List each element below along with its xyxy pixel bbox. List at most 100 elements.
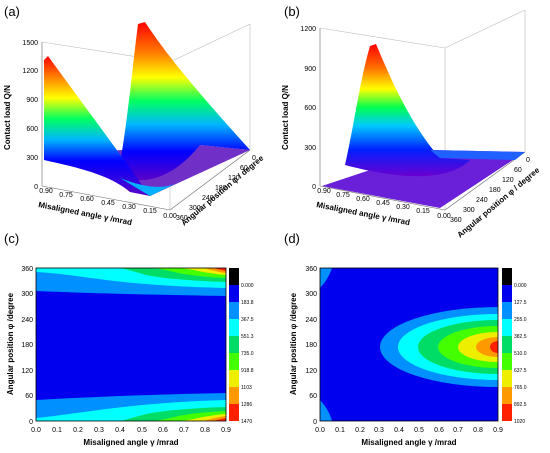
colorbar-tick: 1020 bbox=[514, 419, 525, 425]
colorbar-tick: 127.5 bbox=[514, 300, 527, 306]
panel-c-y-tick: 360 bbox=[21, 266, 33, 273]
panel-b-z-tick: 0 bbox=[312, 184, 316, 191]
panel-a-z-ticks: 0 300 600 900 1200 1500 bbox=[22, 40, 38, 191]
panel-b-surface bbox=[322, 44, 525, 208]
panel-c-y-tick: 300 bbox=[21, 291, 33, 298]
colorbar-swatch bbox=[229, 404, 239, 421]
colorbar-tick: 382.5 bbox=[514, 334, 527, 340]
panel-b-z-label: Contact load Q/N bbox=[281, 85, 290, 150]
colorbar-tick: 918.8 bbox=[241, 368, 254, 374]
colorbar-tick: 0.000 bbox=[241, 283, 254, 289]
colorbar-tick: 1470 bbox=[241, 419, 252, 425]
panel-d-x-tick: 0.3 bbox=[374, 427, 384, 434]
panel-d-plot-area bbox=[320, 268, 498, 421]
panel-b-z-tick: 300 bbox=[304, 145, 316, 152]
panel-a-x-tick: 0.75 bbox=[59, 192, 73, 199]
panel-a-x-tick: 0.15 bbox=[143, 208, 157, 215]
panel-b: (b) 0 300 600 900 1200 Contact load Q/N … bbox=[281, 4, 542, 240]
panel-c: (c) 0 60 120 180 240 300 bbox=[4, 231, 254, 447]
panel-d-label: (d) bbox=[284, 231, 300, 246]
panel-d-y-tick: 0 bbox=[313, 419, 317, 426]
panel-c-frame bbox=[35, 267, 227, 422]
panel-b-y-tick: 0 bbox=[526, 157, 530, 164]
colorbar-tick: 183.8 bbox=[241, 300, 254, 306]
panel-d-x-tick: 0.4 bbox=[394, 427, 404, 434]
panel-c-x-ticks: 0.0 0.1 0.2 0.3 0.4 0.5 0.6 0.7 0.8 0.9 bbox=[31, 427, 231, 434]
panel-d-contour-6 bbox=[476, 337, 498, 357]
panel-a-x-tick: 0.45 bbox=[101, 200, 115, 207]
colorbar-swatch bbox=[502, 404, 512, 421]
panel-b-y-tick: 240 bbox=[476, 197, 488, 204]
colorbar-swatch bbox=[502, 353, 512, 370]
panel-b-x-tick: 0.00 bbox=[437, 213, 451, 220]
panel-a-z-tick: 1500 bbox=[22, 40, 38, 47]
colorbar-swatch bbox=[229, 302, 239, 319]
panel-d-x-ticks: 0.0 0.1 0.2 0.3 0.4 0.5 0.6 0.7 0.8 0.9 bbox=[315, 427, 503, 434]
panel-c-x-tick: 0.1 bbox=[52, 427, 62, 434]
panel-b-y-tick: 120 bbox=[502, 177, 514, 184]
colorbar-swatch bbox=[502, 319, 512, 336]
panel-c-x-tick: 0.3 bbox=[94, 427, 104, 434]
panel-b-y-tick: 300 bbox=[463, 207, 475, 214]
panel-d: (d) 0 60 120 180 240 300 360 Angular pos… bbox=[284, 231, 527, 447]
panel-c-x-tick: 0.6 bbox=[158, 427, 168, 434]
panel-b-z-tick: 600 bbox=[304, 105, 316, 112]
panel-d-x-tick: 0.1 bbox=[335, 427, 345, 434]
panel-c-bottom-contour-7 bbox=[214, 418, 226, 421]
panel-a: (a) 0 300 600 900 1200 1500 Contact lo bbox=[3, 4, 266, 228]
colorbar-swatch bbox=[229, 336, 239, 353]
panel-d-x-tick: 0.5 bbox=[414, 427, 424, 434]
colorbar-swatch bbox=[229, 268, 239, 285]
panel-a-x-tick: 0.60 bbox=[80, 196, 94, 203]
panel-b-x-tick: 0.45 bbox=[376, 200, 390, 207]
panel-d-colorbar: 0.000 127.5 255.0 382.5 510.0 637.5 765.… bbox=[502, 268, 527, 425]
panel-c-x-tick: 0.7 bbox=[179, 427, 189, 434]
panel-c-y-label: Angular position φ /degree bbox=[6, 292, 15, 395]
panel-a-x-tick: 0.90 bbox=[39, 188, 53, 195]
panel-a-z-tick: 1200 bbox=[22, 68, 38, 75]
panel-d-corner-tl bbox=[320, 268, 332, 288]
panel-a-y-ticks: 360 300 240 180 120 60 0 bbox=[176, 155, 256, 222]
colorbar-swatch bbox=[502, 370, 512, 387]
colorbar-swatch bbox=[502, 285, 512, 302]
panel-a-z-tick: 0 bbox=[34, 184, 38, 191]
colorbar-swatch bbox=[502, 302, 512, 319]
panel-d-y-tick: 300 bbox=[305, 291, 317, 298]
panel-d-x-tick: 0.6 bbox=[434, 427, 444, 434]
panel-b-x-tick: 0.60 bbox=[356, 196, 370, 203]
panel-c-y-tick: 120 bbox=[21, 368, 33, 375]
panel-a-valley bbox=[120, 178, 175, 196]
colorbar-tick: 735.0 bbox=[241, 351, 254, 357]
colorbar-swatch bbox=[229, 285, 239, 302]
panel-a-z-label: Contact load Q/N bbox=[3, 85, 12, 150]
panel-a-z-tick: 300 bbox=[26, 155, 38, 162]
panel-a-y-tick: 120 bbox=[228, 175, 240, 182]
panel-c-x-tick: 0.5 bbox=[137, 427, 147, 434]
panel-d-x-tick: 0.7 bbox=[453, 427, 463, 434]
panel-a-x-tick: 0.00 bbox=[163, 213, 177, 220]
panel-a-label: (a) bbox=[4, 4, 20, 19]
panel-d-x-tick: 0.0 bbox=[315, 427, 325, 434]
panel-d-x-label: Misaligned angle γ /mrad bbox=[361, 438, 456, 447]
panel-a-surface bbox=[44, 22, 250, 196]
panel-c-colorbar: 0.000 183.8 367.5 551.3 735.0 918.8 1103… bbox=[229, 268, 254, 425]
panel-d-y-label: Angular position φ /degree bbox=[289, 292, 298, 395]
panel-c-x-tick: 0.4 bbox=[115, 427, 125, 434]
colorbar-swatch bbox=[229, 353, 239, 370]
panel-a-x-tick: 0.30 bbox=[122, 204, 136, 211]
colorbar-swatch bbox=[229, 319, 239, 336]
panel-c-x-label: Misaligned angle γ /mrad bbox=[83, 438, 178, 447]
panel-a-x-ticks: 0.90 0.75 0.60 0.45 0.30 0.15 0.00 bbox=[39, 188, 177, 220]
panel-b-peak bbox=[345, 44, 470, 177]
panel-d-y-tick: 120 bbox=[305, 368, 317, 375]
panel-c-y-tick: 240 bbox=[21, 317, 33, 324]
colorbar-tick: 1103 bbox=[241, 385, 252, 391]
colorbar-tick: 510.0 bbox=[514, 351, 527, 357]
colorbar-tick: 892.5 bbox=[514, 402, 527, 408]
panel-d-corner-bl bbox=[320, 400, 332, 421]
panel-c-x-tick: 0.8 bbox=[200, 427, 210, 434]
colorbar-swatch bbox=[502, 387, 512, 404]
panel-c-y-tick: 180 bbox=[21, 342, 33, 349]
panel-b-z-tick: 900 bbox=[304, 66, 316, 73]
panel-c-plot-area bbox=[36, 268, 226, 421]
